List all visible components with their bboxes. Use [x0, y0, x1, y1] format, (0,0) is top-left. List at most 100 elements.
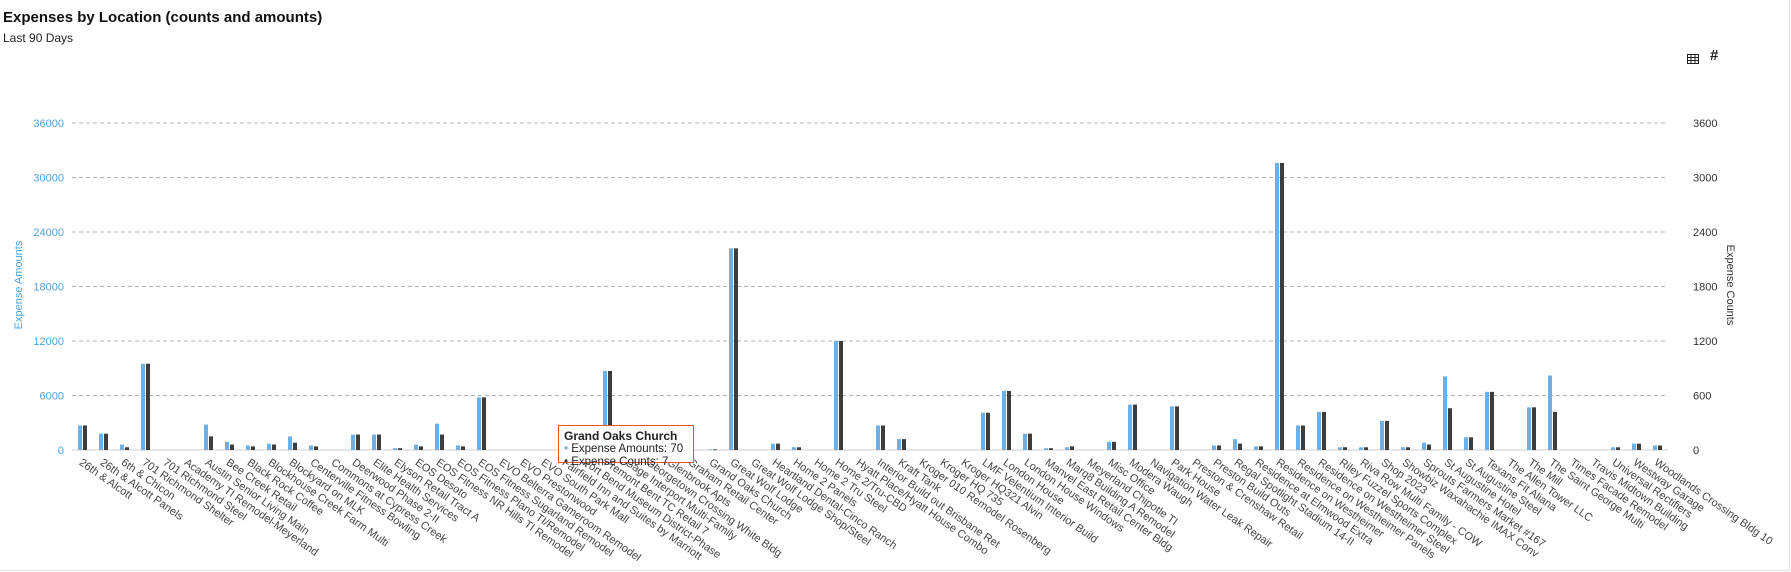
count-bar[interactable]: [461, 446, 465, 450]
count-bar[interactable]: [1133, 404, 1137, 450]
amount-bar[interactable]: [897, 439, 901, 450]
amount-bar[interactable]: [1632, 443, 1636, 450]
amount-bar[interactable]: [1401, 447, 1405, 450]
amount-bar[interactable]: [771, 443, 775, 450]
count-bar[interactable]: [1217, 445, 1221, 450]
count-bar[interactable]: [209, 436, 213, 450]
count-bar[interactable]: [1616, 447, 1620, 450]
amount-bar[interactable]: [120, 444, 124, 450]
count-bar[interactable]: [314, 446, 318, 450]
count-bar[interactable]: [356, 434, 360, 450]
amount-bar[interactable]: [393, 448, 397, 450]
count-bar[interactable]: [1658, 445, 1662, 450]
count-bar[interactable]: [377, 434, 381, 450]
amount-bar[interactable]: [1107, 441, 1111, 450]
amount-bar[interactable]: [1002, 390, 1006, 450]
count-bar[interactable]: [1049, 448, 1053, 450]
amount-bar[interactable]: [141, 363, 145, 450]
count-bar[interactable]: [230, 444, 234, 450]
amount-bar[interactable]: [372, 434, 376, 450]
count-bar[interactable]: [1364, 447, 1368, 450]
amount-bar[interactable]: [309, 445, 313, 450]
count-bar[interactable]: [419, 446, 423, 450]
amount-bar[interactable]: [1380, 420, 1384, 450]
count-bar[interactable]: [125, 447, 129, 450]
amount-bar[interactable]: [1527, 407, 1531, 450]
amount-bar[interactable]: [1485, 391, 1489, 450]
count-bar[interactable]: [1343, 447, 1347, 450]
amount-bar[interactable]: [246, 445, 250, 450]
count-bar[interactable]: [83, 425, 87, 450]
count-bar[interactable]: [1448, 408, 1452, 450]
amount-bar[interactable]: [1443, 376, 1447, 450]
amount-bar[interactable]: [414, 444, 418, 450]
amount-bar[interactable]: [729, 248, 733, 450]
amount-bar[interactable]: [477, 397, 481, 450]
amount-bar[interactable]: [1296, 425, 1300, 450]
amount-bar[interactable]: [435, 423, 439, 450]
count-bar[interactable]: [1427, 444, 1431, 450]
count-bar[interactable]: [776, 443, 780, 450]
count-bar[interactable]: [1070, 446, 1074, 450]
count-bar[interactable]: [440, 434, 444, 450]
amount-bar[interactable]: [204, 424, 208, 450]
count-bar[interactable]: [272, 444, 276, 450]
count-bar[interactable]: [1637, 443, 1641, 450]
amount-bar[interactable]: [1128, 404, 1132, 450]
count-bar[interactable]: [1175, 406, 1179, 450]
amount-bar[interactable]: [1611, 447, 1615, 450]
count-bar[interactable]: [713, 449, 717, 451]
amount-bar[interactable]: [1338, 447, 1342, 450]
amount-bar[interactable]: [981, 412, 985, 450]
amount-bar[interactable]: [1359, 447, 1363, 450]
count-bar[interactable]: [881, 425, 885, 450]
table-view-icon[interactable]: [1687, 52, 1699, 67]
count-bar[interactable]: [986, 412, 990, 450]
amount-bar[interactable]: [1275, 162, 1279, 450]
count-bar[interactable]: [1259, 446, 1263, 450]
count-bar[interactable]: [293, 442, 297, 450]
count-bar[interactable]: [1532, 407, 1536, 450]
count-bar[interactable]: [1469, 437, 1473, 450]
count-bar[interactable]: [608, 370, 612, 450]
amount-bar[interactable]: [603, 370, 607, 450]
amount-bar[interactable]: [792, 447, 796, 450]
count-bar[interactable]: [839, 341, 843, 450]
amount-bar[interactable]: [456, 445, 460, 450]
amount-bar[interactable]: [1317, 411, 1321, 450]
amount-bar[interactable]: [1422, 442, 1426, 450]
amount-bar[interactable]: [1212, 445, 1216, 450]
amount-bar[interactable]: [1464, 437, 1468, 450]
amount-bar[interactable]: [1065, 447, 1069, 450]
amount-bar[interactable]: [1653, 445, 1657, 450]
amount-bar[interactable]: [1170, 406, 1174, 450]
amount-bar[interactable]: [1254, 446, 1258, 450]
count-bar[interactable]: [734, 248, 738, 450]
amount-bar[interactable]: [1044, 448, 1048, 450]
count-bar[interactable]: [1490, 391, 1494, 450]
count-bar[interactable]: [1280, 162, 1284, 450]
count-bar[interactable]: [1406, 447, 1410, 450]
count-bar[interactable]: [104, 433, 108, 450]
count-bar[interactable]: [1322, 411, 1326, 450]
amount-bar[interactable]: [1023, 433, 1027, 450]
count-bar[interactable]: [1238, 443, 1242, 450]
count-bar[interactable]: [482, 397, 486, 450]
count-bar[interactable]: [797, 447, 801, 450]
count-bar[interactable]: [1301, 425, 1305, 450]
amount-bar[interactable]: [99, 433, 103, 450]
count-bar[interactable]: [1028, 433, 1032, 450]
amount-bar[interactable]: [876, 425, 880, 450]
amount-bar[interactable]: [1548, 375, 1552, 450]
count-bar[interactable]: [251, 446, 255, 450]
amount-bar[interactable]: [351, 434, 355, 450]
count-bar[interactable]: [902, 439, 906, 450]
count-bar[interactable]: [146, 363, 150, 450]
count-bar[interactable]: [1007, 390, 1011, 450]
amount-bar[interactable]: [78, 425, 82, 450]
count-bar[interactable]: [1553, 411, 1557, 450]
amount-bar[interactable]: [267, 443, 271, 450]
amount-bar[interactable]: [708, 449, 712, 451]
count-bar[interactable]: [1385, 420, 1389, 450]
count-bar[interactable]: [398, 448, 402, 450]
